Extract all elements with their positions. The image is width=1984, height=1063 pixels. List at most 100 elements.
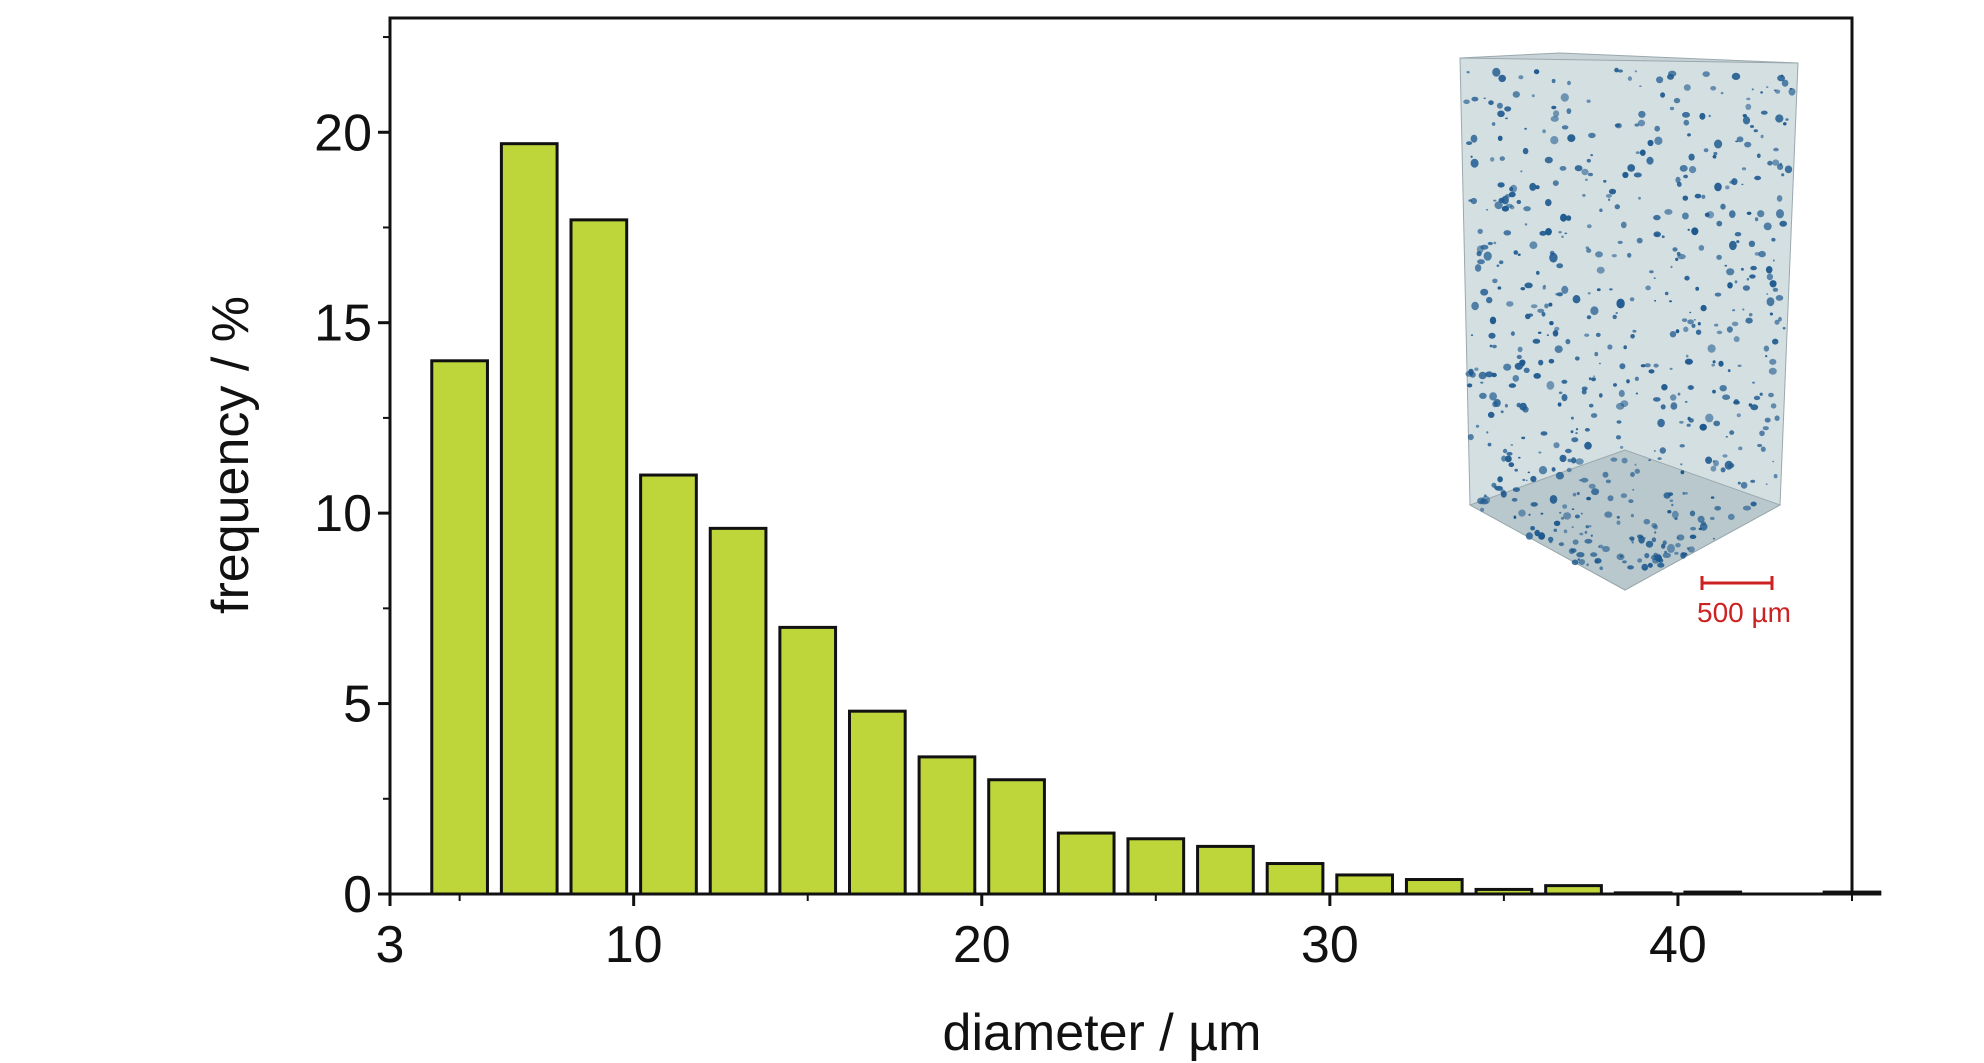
pore-particle [1657, 562, 1665, 568]
pore-particle [1535, 185, 1540, 190]
pore-particle [1503, 230, 1512, 236]
pore-particle [1740, 267, 1744, 271]
pore-particle [1560, 213, 1567, 222]
pore-particle [1757, 210, 1765, 218]
pore-particle [1634, 123, 1640, 127]
pore-particle [1497, 286, 1502, 290]
pore-particle [1588, 403, 1594, 408]
pore-particle [1544, 303, 1549, 309]
pore-particle [1577, 558, 1581, 561]
pore-particle [1714, 323, 1719, 327]
pore-particle [1769, 280, 1777, 288]
pore-particle [1470, 197, 1478, 205]
pore-particle [1627, 76, 1632, 81]
pore-particle [1769, 312, 1773, 316]
bar [1126, 837, 1186, 896]
pore-particle [1691, 323, 1696, 328]
pore-particle [1584, 538, 1593, 544]
pore-particle [1510, 331, 1515, 336]
pore-particle [1664, 291, 1669, 296]
pore-particle [1720, 203, 1726, 210]
pore-particle [1580, 477, 1589, 483]
scale-bar-label: 500 µm [1697, 597, 1791, 628]
pore-particle [1587, 172, 1594, 177]
pore-particle [1654, 531, 1657, 534]
pore-particle [1754, 217, 1759, 222]
pore-particle [1734, 232, 1742, 237]
bar [1335, 873, 1395, 896]
pore-particle [1487, 241, 1493, 246]
pore-particle [1634, 70, 1638, 73]
pore-particle [1512, 487, 1520, 492]
pore-particle [1493, 199, 1497, 202]
pore-particle [1520, 287, 1526, 291]
pore-particle [1685, 492, 1688, 495]
pore-particle [1675, 176, 1681, 184]
pore-particle [1537, 308, 1545, 313]
pore-particle [1675, 329, 1680, 334]
pore-particle [1590, 552, 1598, 557]
pore-particle [1561, 235, 1564, 238]
pore-particle [1540, 431, 1548, 436]
pore-particle [1496, 264, 1500, 267]
pore-particle [1682, 195, 1689, 201]
pore-particle [1578, 559, 1586, 565]
pore-particle [1555, 292, 1558, 296]
pore-particle [1502, 448, 1508, 454]
pore-particle [1553, 110, 1560, 117]
pore-particle [1677, 392, 1681, 396]
pore-particle [1657, 457, 1662, 460]
bar [499, 142, 559, 896]
pore-particle [1614, 123, 1621, 128]
pore-particle [1504, 106, 1512, 112]
pore-particle [1516, 199, 1522, 205]
pore-particle [1772, 460, 1775, 463]
pore-particle [1553, 442, 1560, 449]
pore-particle [1560, 516, 1565, 520]
pore-particle [1627, 252, 1632, 258]
pore-particle [1697, 515, 1705, 523]
pore-particle [1494, 201, 1503, 210]
pore-particle [1676, 536, 1680, 540]
pore-particle [1638, 196, 1641, 200]
pore-particle [1571, 416, 1574, 420]
pore-particle [1693, 319, 1696, 321]
pore-particle [1646, 156, 1654, 165]
pore-particle [1530, 526, 1535, 531]
pore-particle [1754, 252, 1760, 256]
pore-particle [1516, 354, 1522, 360]
axes [388, 16, 1854, 896]
pore-particle [1565, 448, 1572, 454]
pore-particle [1599, 566, 1603, 570]
pore-particle [1643, 518, 1651, 525]
pore-particle [1620, 221, 1627, 229]
pore-particle [1617, 240, 1623, 244]
pore-particle [1656, 76, 1664, 84]
pore-particle [1688, 153, 1695, 161]
pore-particle [1543, 284, 1546, 287]
pore-particle [1546, 381, 1555, 390]
pore-particle [1736, 240, 1740, 244]
y-tick-label: 15 [314, 295, 372, 353]
pore-particle [1590, 154, 1593, 157]
pore-particle [1584, 530, 1588, 534]
pore-particle [1493, 399, 1501, 407]
pore-particle [1559, 166, 1567, 171]
pore-particle [1670, 394, 1677, 401]
pore-particle [1615, 435, 1622, 440]
pore-particle [1699, 423, 1707, 431]
pore-particle [1506, 301, 1514, 307]
pore-particle [1772, 259, 1775, 262]
pore-particle [1525, 532, 1533, 540]
pore-particle [1725, 436, 1729, 438]
pore-particle [1548, 358, 1555, 364]
pore-particle [1546, 334, 1549, 336]
pore-particle [1766, 297, 1775, 307]
pore-particle [1497, 110, 1505, 118]
pore-particle [1584, 441, 1592, 450]
pore-particle [1727, 282, 1733, 289]
pore-particle [1630, 513, 1634, 518]
pore-particle [1695, 286, 1700, 291]
pore-particle [1736, 413, 1742, 418]
pore-particle [1503, 363, 1512, 371]
